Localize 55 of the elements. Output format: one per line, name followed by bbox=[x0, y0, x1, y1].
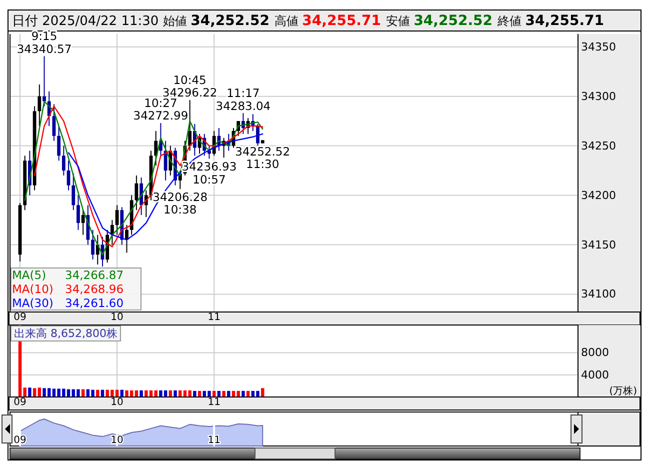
y-tick-label: 34300 bbox=[581, 90, 616, 103]
text: 終値 34,255.71 bbox=[496, 13, 604, 29]
text: MA(30) bbox=[12, 296, 54, 310]
candlestick bbox=[76, 194, 80, 230]
y-tick-label: 34150 bbox=[581, 238, 616, 252]
text: MA(5) bbox=[12, 268, 46, 282]
candlestick bbox=[42, 56, 46, 107]
x-tick-label: 11 bbox=[208, 435, 220, 446]
x-tick-label: 10 bbox=[110, 312, 124, 324]
x-tick-label: 10 bbox=[110, 435, 124, 446]
bar bbox=[140, 390, 143, 397]
candlestick bbox=[57, 126, 61, 162]
candlestick bbox=[164, 140, 168, 181]
candlestick bbox=[62, 145, 66, 176]
candlestick bbox=[188, 100, 192, 152]
y-tick-label: 34250 bbox=[581, 139, 616, 152]
x-tick-label: 11 bbox=[208, 397, 220, 408]
bar bbox=[242, 390, 245, 397]
bar bbox=[32, 388, 36, 397]
candlestick bbox=[154, 130, 158, 166]
candlestick bbox=[91, 229, 94, 260]
bar bbox=[193, 390, 196, 397]
bar bbox=[28, 388, 32, 397]
x-tick-label: 11 bbox=[208, 312, 220, 324]
bar bbox=[222, 390, 226, 397]
y-tick-label: 34350 bbox=[581, 40, 616, 54]
annotation: 11:17 34283.04 bbox=[216, 86, 271, 113]
y-tick-label: 4000 bbox=[581, 368, 609, 382]
candlestick bbox=[38, 84, 42, 127]
x-tick-label: 09 bbox=[14, 397, 26, 408]
annotation: 34,261.60 bbox=[65, 296, 124, 310]
y-tick-label: 8000 bbox=[581, 346, 609, 360]
x-tick-label: 09 bbox=[14, 435, 26, 446]
annotation: 34252.52 11:30 bbox=[235, 144, 290, 171]
candlestick bbox=[256, 124, 260, 146]
candlestick bbox=[81, 210, 85, 236]
text: MA(10) bbox=[12, 282, 54, 296]
y-tick-label: 34100 bbox=[581, 288, 616, 301]
candlestick bbox=[125, 224, 128, 254]
annotation: 34,266.87 bbox=[65, 268, 124, 282]
bar bbox=[81, 389, 85, 397]
candlestick bbox=[72, 172, 76, 211]
annotation: 34,268.96 bbox=[65, 282, 124, 296]
annotation: 9:15 34340.57 bbox=[16, 29, 72, 56]
text: 安値 34,252.52 bbox=[386, 13, 498, 29]
text: 高値 34,255.71 bbox=[274, 13, 386, 29]
y-axis-title: (万株) bbox=[609, 385, 638, 397]
y-tick-label: 34200 bbox=[581, 188, 616, 202]
text: 始値 34,252.52 bbox=[162, 13, 274, 29]
chart-title: 日付 2025/04/22 11:30 bbox=[12, 14, 163, 29]
bar bbox=[174, 390, 177, 397]
bar bbox=[261, 388, 264, 397]
x-tick-label: 09 bbox=[14, 312, 26, 324]
chart-title: 出来高 8,652,800株 bbox=[14, 327, 118, 340]
x-tick-label: 10 bbox=[110, 397, 124, 408]
